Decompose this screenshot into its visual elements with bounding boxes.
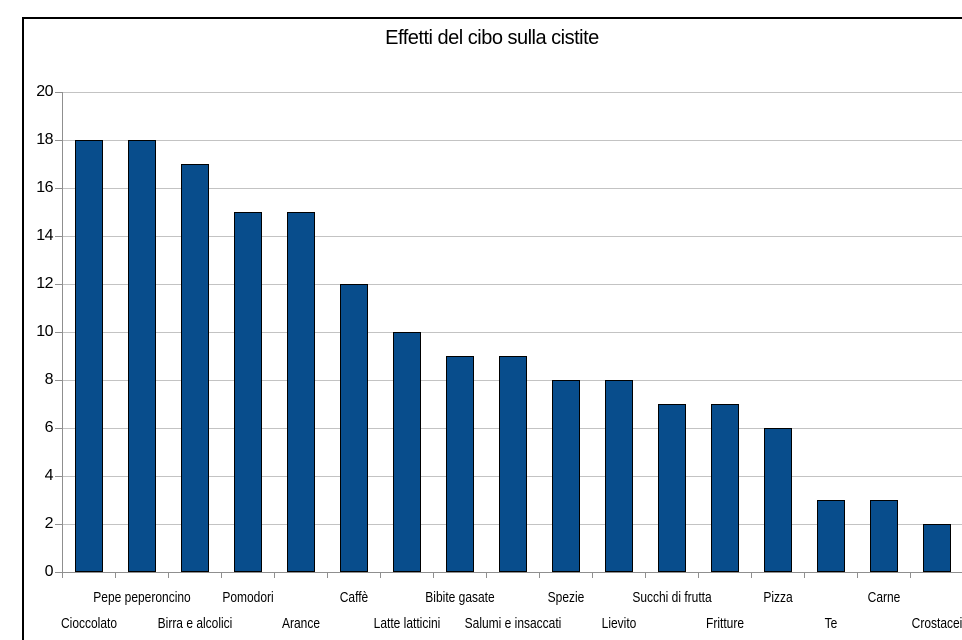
- gridline: [62, 188, 962, 189]
- bar: [922, 524, 951, 572]
- x-axis-label: Fritture: [705, 615, 744, 632]
- y-axis-tick: [55, 332, 62, 333]
- bar: [816, 500, 845, 572]
- x-axis-label: Carne: [867, 589, 900, 606]
- x-axis-tick: [327, 572, 328, 578]
- x-axis-label: Birra e alcolici: [157, 615, 232, 632]
- x-axis-label: Pepe peperoncino: [92, 589, 191, 606]
- x-axis-label: Crostacei: [911, 615, 962, 632]
- y-axis-tick-label: 16: [36, 179, 53, 196]
- gridline: [62, 284, 962, 285]
- bar: [339, 284, 368, 572]
- bar: [180, 164, 209, 572]
- x-axis-line: [55, 572, 962, 573]
- y-axis-tick-label: 20: [36, 83, 53, 100]
- x-axis-label: Spezie: [547, 589, 584, 606]
- y-axis-tick-label: 8: [44, 371, 54, 388]
- gridline: [62, 236, 962, 237]
- y-axis-tick: [55, 284, 62, 285]
- x-axis-tick: [433, 572, 434, 578]
- y-axis-tick-label: 0: [44, 563, 54, 580]
- x-axis-tick: [592, 572, 593, 578]
- bar: [710, 404, 739, 572]
- x-axis-label: Latte latticini: [373, 615, 440, 632]
- bar: [74, 140, 103, 572]
- x-axis-tick: [539, 572, 540, 578]
- y-axis-tick: [55, 188, 62, 189]
- y-axis-tick-label: 4: [44, 467, 54, 484]
- y-axis-tick: [55, 428, 62, 429]
- y-axis-tick: [55, 236, 62, 237]
- bar: [869, 500, 898, 572]
- x-axis-label: Arance: [281, 615, 320, 632]
- x-axis-label: Succhi di frutta: [631, 589, 712, 606]
- bar: [286, 212, 315, 572]
- y-axis-tick: [55, 476, 62, 477]
- x-axis-label: Caffè: [339, 589, 368, 606]
- bar: [445, 356, 474, 572]
- x-axis-tick: [380, 572, 381, 578]
- x-axis-label: Pomodori: [221, 589, 274, 606]
- x-axis-label: Lievito: [601, 615, 636, 632]
- x-axis-tick: [221, 572, 222, 578]
- x-axis-tick: [698, 572, 699, 578]
- y-axis-tick-label: 6: [44, 419, 54, 436]
- bar: [127, 140, 156, 572]
- y-axis-tick-label: 14: [36, 227, 53, 244]
- x-axis-label: Pizza: [762, 589, 793, 606]
- chart-title: Effetti del cibo sulla cistite: [385, 27, 599, 49]
- y-axis-tick: [55, 140, 62, 141]
- x-axis-tick: [274, 572, 275, 578]
- x-axis-tick: [486, 572, 487, 578]
- x-axis-tick: [910, 572, 911, 578]
- y-axis-tick: [55, 524, 62, 525]
- y-axis-tick-label: 12: [36, 275, 53, 292]
- x-axis-tick: [804, 572, 805, 578]
- bar: [763, 428, 792, 572]
- x-axis-label: Cioccolato: [60, 615, 117, 632]
- y-axis-tick: [55, 380, 62, 381]
- bar: [498, 356, 527, 572]
- x-axis-tick: [168, 572, 169, 578]
- y-axis-tick-label: 2: [44, 515, 54, 532]
- bar: [392, 332, 421, 572]
- y-axis-tick-label: 18: [36, 131, 53, 148]
- x-axis-tick: [751, 572, 752, 578]
- bar: [604, 380, 633, 572]
- gridline: [62, 92, 962, 93]
- x-axis-label: Bibite gasate: [424, 589, 495, 606]
- x-axis-tick: [645, 572, 646, 578]
- x-axis-label: Salumi e insaccati: [464, 615, 561, 632]
- x-axis-tick: [857, 572, 858, 578]
- gridline: [62, 140, 962, 141]
- y-axis-tick-label: 10: [36, 323, 53, 340]
- bar: [233, 212, 262, 572]
- bar: [551, 380, 580, 572]
- x-axis-label: Te: [824, 615, 837, 632]
- y-axis-line: [62, 92, 63, 572]
- gridline: [62, 332, 962, 333]
- bar: [657, 404, 686, 572]
- y-axis-tick: [55, 92, 62, 93]
- x-axis-tick: [115, 572, 116, 578]
- x-axis-tick: [62, 572, 63, 578]
